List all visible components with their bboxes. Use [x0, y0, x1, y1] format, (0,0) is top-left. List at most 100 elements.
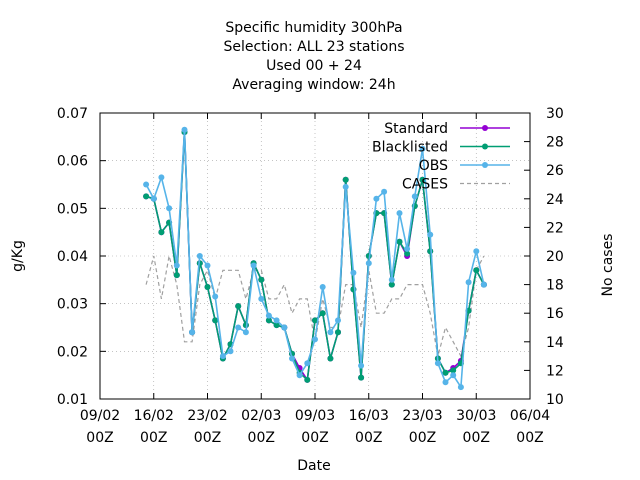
data-point — [327, 355, 334, 362]
data-point — [373, 195, 380, 202]
data-point — [289, 355, 295, 362]
data-point — [143, 181, 150, 188]
data-point — [235, 303, 242, 310]
series-obs — [143, 126, 487, 391]
data-point — [143, 193, 150, 200]
data-point — [304, 376, 311, 383]
data-point — [419, 145, 426, 152]
y-tick-label: 0.06 — [57, 154, 88, 170]
x-tick-label: 02/03 — [241, 408, 281, 424]
legend-marker — [482, 162, 488, 168]
chart-title: Specific humidity 300hPa Selection: ALL 2… — [223, 20, 404, 93]
y-axis-label: g/Kg — [10, 240, 26, 272]
x-tick-label: 23/03 — [402, 408, 442, 424]
title-line: Specific humidity 300hPa — [225, 20, 402, 36]
data-point — [427, 231, 434, 238]
y2-tick-label: 12 — [546, 363, 564, 379]
y-tick-label: 0.01 — [57, 392, 88, 408]
x-tick-label: 23/02 — [187, 408, 227, 424]
data-point — [258, 276, 265, 283]
legend-marker — [482, 125, 488, 131]
data-point — [350, 269, 357, 276]
y2-axis: 10 12 14 16 18 20 22 24 26 28 30 — [524, 106, 564, 408]
y2-tick-label: 10 — [546, 392, 564, 408]
x-tick-label-hour: 00Z — [140, 430, 167, 446]
y2-tick-label: 24 — [546, 192, 564, 208]
data-point — [396, 210, 403, 217]
y2-axis-label: No cases — [600, 234, 616, 297]
data-point — [419, 176, 426, 183]
data-point — [296, 372, 303, 379]
y-axis: 0.01 0.02 0.03 0.04 0.05 0.06 0.07 — [57, 106, 106, 408]
legend-marker — [482, 143, 488, 150]
x-axis: 09/02 00Z 16/02 00Z 23/02 00Z 02/03 00Z 09/03 00Z… — [80, 113, 550, 446]
x-tick-label-hour: 00Z — [516, 430, 543, 446]
data-point — [204, 284, 211, 290]
data-point — [212, 293, 219, 300]
data-point — [465, 279, 472, 286]
data-point — [319, 284, 326, 290]
data-point — [358, 374, 365, 381]
data-point — [281, 324, 288, 331]
data-point — [457, 384, 464, 391]
x-tick-label: 16/03 — [349, 408, 389, 424]
data-point — [365, 260, 372, 267]
y2-tick-label: 28 — [546, 135, 564, 151]
y-tick-label: 0.05 — [57, 201, 88, 217]
y2-tick-label: 16 — [546, 306, 564, 322]
data-point — [265, 317, 272, 324]
data-point — [381, 188, 388, 195]
data-point — [304, 360, 311, 367]
data-point — [189, 329, 196, 336]
data-point — [312, 317, 318, 324]
data-point — [173, 272, 180, 279]
data-point — [219, 353, 226, 360]
data-point — [265, 312, 272, 319]
data-point — [235, 324, 242, 331]
data-point — [319, 310, 326, 317]
x-tick-label: 09/02 — [80, 408, 120, 424]
data-point — [427, 248, 434, 255]
y-tick-label: 0.07 — [57, 106, 88, 122]
data-point — [442, 379, 449, 386]
title-line: Used 00 + 24 — [266, 58, 362, 74]
data-point — [204, 262, 211, 269]
x-tick-label-hour: 00Z — [355, 430, 382, 446]
legend-label: Standard — [384, 121, 448, 137]
x-tick-label: 06/04 — [510, 408, 550, 424]
legend: Standard Blacklisted OBS CASES — [372, 121, 510, 193]
data-point — [480, 281, 487, 288]
data-point — [442, 369, 449, 376]
y2-tick-label: 14 — [546, 335, 564, 351]
y2-tick-label: 18 — [546, 278, 564, 294]
data-point — [473, 248, 480, 255]
data-point — [358, 362, 365, 369]
data-point — [250, 262, 257, 269]
data-point — [242, 329, 249, 336]
y-tick-label: 0.03 — [57, 297, 88, 313]
x-tick-label-hour: 00Z — [301, 430, 328, 446]
data-point — [473, 267, 480, 274]
legend-label: OBS — [419, 158, 448, 174]
x-tick-label-hour: 00Z — [248, 430, 275, 446]
data-point — [342, 183, 349, 190]
data-point — [227, 348, 234, 355]
x-tick-label: 09/03 — [295, 408, 335, 424]
data-point — [388, 281, 395, 288]
x-tick-label: 30/03 — [456, 408, 496, 424]
data-point — [434, 360, 441, 367]
data-point — [212, 317, 219, 324]
data-point — [335, 317, 341, 324]
title-line: Selection: ALL 23 stations — [223, 39, 404, 55]
x-tick-label: 16/02 — [134, 408, 174, 424]
data-point — [450, 372, 457, 379]
legend-label: Blacklisted — [372, 140, 448, 156]
series-layer — [143, 126, 487, 391]
x-tick-label-hour: 00Z — [86, 430, 113, 446]
y2-tick-label: 30 — [546, 106, 564, 122]
title-line: Averaging window: 24h — [232, 77, 395, 93]
data-point — [335, 329, 341, 336]
legend-label: CASES — [402, 177, 448, 193]
x-tick-label-hour: 00Z — [409, 430, 436, 446]
